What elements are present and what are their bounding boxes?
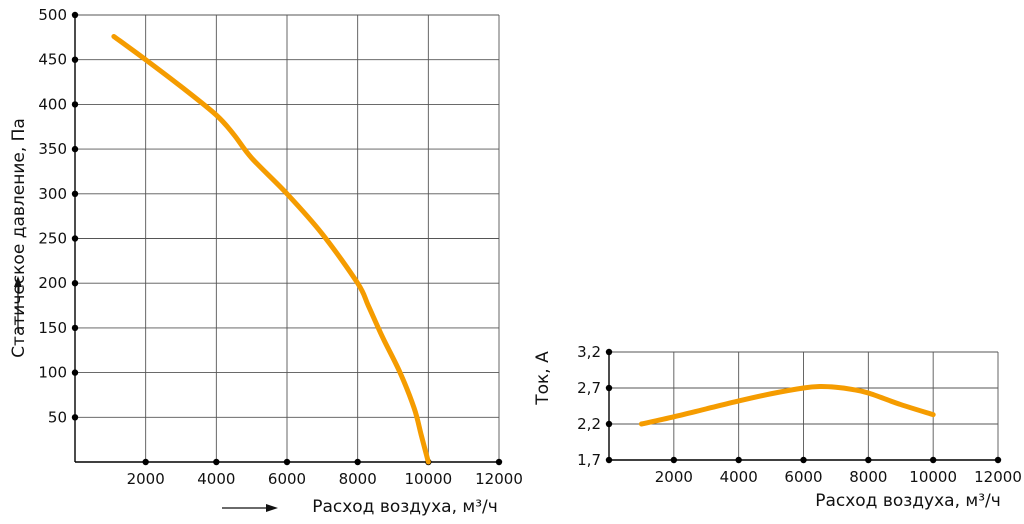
- y-tick-label: 400: [38, 95, 67, 113]
- series-line-0: [638, 384, 936, 427]
- x-tick-label: 2000: [127, 470, 165, 488]
- x-tick-label: 8000: [849, 468, 887, 486]
- x-tick-label: 10000: [404, 470, 452, 488]
- current-tick-labels: 2000 4000 6000 8000 10000 12000 1,7 2,2 2,7 3,2: [577, 343, 1022, 486]
- pressure-curve-group: [111, 33, 431, 465]
- x-tick-label: 4000: [197, 470, 235, 488]
- pressure-grid: [71, 11, 503, 466]
- x-tick-label: 12000: [475, 470, 523, 488]
- x-tick-label: 4000: [720, 468, 758, 486]
- pressure-chart: 2000 4000 6000 8000 10000 12000 50 100 150 200 250…: [9, 6, 523, 517]
- current-y-axis-title: Ток, А: [533, 351, 553, 406]
- pressure-y-axis-title: Статическое давление, Па: [9, 118, 29, 358]
- y-tick-label: 3,2: [577, 343, 601, 361]
- x-tick-label: 6000: [784, 468, 822, 486]
- x-tick-label: 2000: [655, 468, 693, 486]
- current-grid: [605, 348, 1002, 464]
- x-tick-label: 8000: [339, 470, 377, 488]
- y-tick-label: 200: [38, 274, 67, 292]
- y-tick-label: 50: [48, 408, 67, 426]
- y-tick-label: 350: [38, 140, 67, 158]
- y-tick-label: 150: [38, 319, 67, 337]
- current-curve-group: [638, 384, 936, 427]
- y-tick-label: 300: [38, 185, 67, 203]
- series-line-0: [111, 33, 431, 465]
- y-tick-label: 250: [38, 230, 67, 248]
- pressure-tick-labels: 2000 4000 6000 8000 10000 12000 50 100 150 200 250…: [38, 6, 523, 488]
- y-tick-label: 2,2: [577, 415, 601, 433]
- y-tick-label: 500: [38, 6, 67, 24]
- y-tick-label: 100: [38, 364, 67, 382]
- x-tick-label: 10000: [909, 468, 957, 486]
- pressure-x-axis-title: Расход воздуха, м³/ч: [312, 497, 498, 517]
- y-tick-label: 2,7: [577, 379, 601, 397]
- x-direction-arrow: [222, 504, 278, 512]
- current-x-axis-title: Расход воздуха, м³/ч: [815, 491, 1001, 511]
- y-direction-arrow: [14, 276, 22, 333]
- current-chart: 2000 4000 6000 8000 10000 12000 1,7 2,2 2,7 3,2 Т…: [533, 343, 1022, 511]
- y-tick-label: 1,7: [577, 451, 601, 469]
- x-tick-label: 6000: [268, 470, 306, 488]
- x-tick-label: 12000: [974, 468, 1022, 486]
- y-tick-label: 450: [38, 51, 67, 69]
